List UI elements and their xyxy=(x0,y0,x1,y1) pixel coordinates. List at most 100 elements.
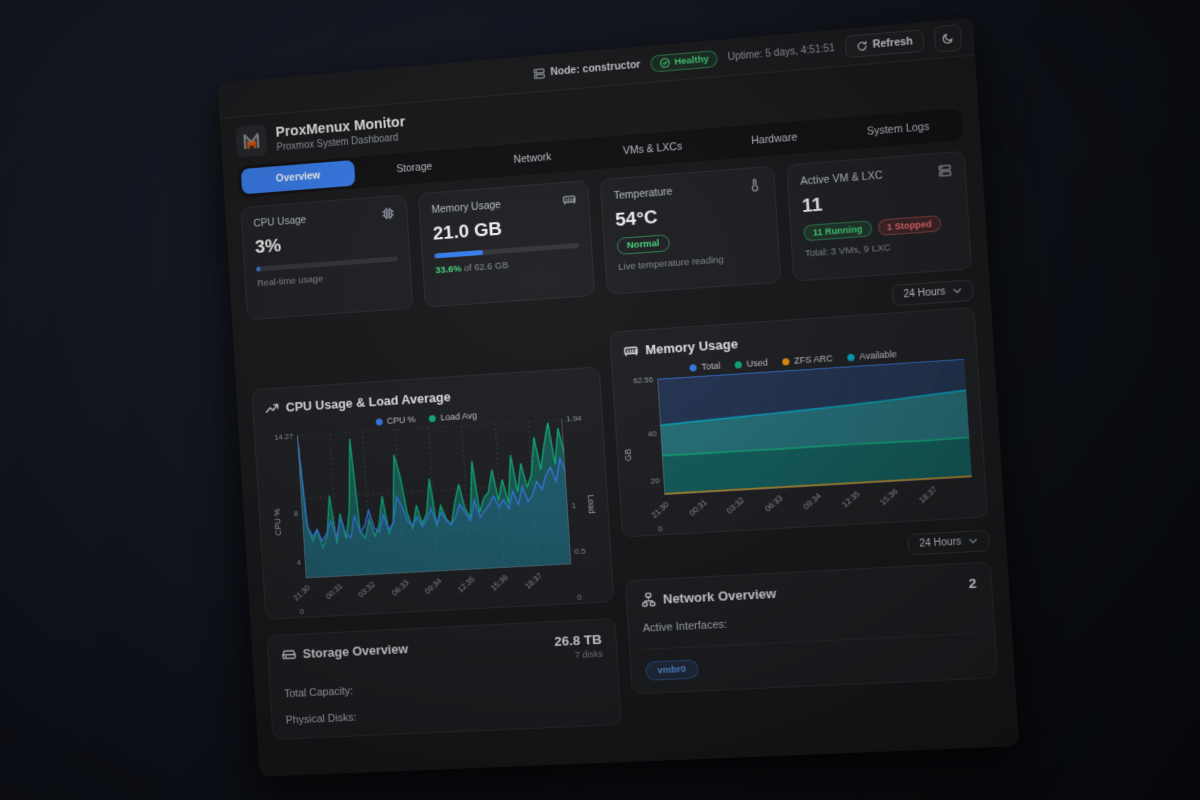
interface-badge-vmbr0[interactable]: vmbr0 xyxy=(644,659,699,681)
legend-item-used: Used xyxy=(734,357,768,369)
node-indicator: Node: constructor xyxy=(532,58,641,80)
info-row-active-interfaces-: Active Interfaces: xyxy=(642,618,728,635)
memory-card-label: Memory Usage xyxy=(431,198,502,217)
legend-item-total: Total xyxy=(689,361,721,373)
memory-chart-card: Memory Usage Total Used ZFS ARC Available G… xyxy=(609,306,988,538)
x-axis-tick: 03:32 xyxy=(357,579,378,600)
storage-overview-card: Storage Overview 26.8 TB 7 disks Total C… xyxy=(266,618,622,740)
tab-system-logs[interactable]: System Logs xyxy=(836,111,960,147)
cpu-icon xyxy=(381,206,395,221)
time-range-select-2[interactable]: 24 Hours xyxy=(907,529,991,556)
x-axis-tick: 12:35 xyxy=(456,574,477,595)
moon-icon xyxy=(941,32,954,45)
temperature-value: 54°C xyxy=(614,206,659,232)
cpu-chart-right-axis-label: Load xyxy=(586,494,598,515)
y-axis-tick: 40 xyxy=(647,428,657,439)
info-row-physical-disks-: Physical Disks: xyxy=(285,711,357,727)
legend-dot xyxy=(428,414,436,422)
active-vm-lxc-card: Active VM & LXC 11 11 Running 1 Stopped … xyxy=(786,150,973,282)
x-axis-tick: 00:31 xyxy=(324,581,345,602)
thermometer-icon xyxy=(747,178,762,193)
trending-up-icon xyxy=(264,400,279,416)
check-circle-icon xyxy=(659,57,671,69)
tab-hardware[interactable]: Hardware xyxy=(713,121,835,157)
legend-item-zfs-arc: ZFS ARC xyxy=(781,353,833,366)
legend-dot xyxy=(375,417,383,426)
vm-card-caption: Total: 3 VMs, 9 LXC xyxy=(804,242,892,260)
tab-overview[interactable]: Overview xyxy=(240,159,356,195)
legend-dot xyxy=(846,353,855,361)
y-axis-tick: 1 xyxy=(571,500,577,510)
legend-item-available: Available xyxy=(846,349,897,362)
temperature-status-badge: Normal xyxy=(616,234,670,256)
memory-chart-plot xyxy=(657,358,972,495)
x-axis-tick: 09:34 xyxy=(801,491,824,512)
tab-storage[interactable]: Storage xyxy=(356,150,473,185)
memory-card-caption: 33.6% of 62.6 GB xyxy=(434,260,509,277)
cpu-card-caption: Real-time usage xyxy=(256,273,324,290)
x-axis-tick: 15:36 xyxy=(489,572,511,593)
y-axis-tick: 0 xyxy=(576,592,582,602)
cpu-chart-title: CPU Usage & Load Average xyxy=(285,389,452,415)
cpu-load-chart-plot xyxy=(297,418,572,579)
temperature-card: Temperature 54°C Normal Live temperature… xyxy=(599,165,782,295)
theme-toggle-button[interactable] xyxy=(933,23,963,53)
x-axis-tick: 06:33 xyxy=(763,493,785,514)
tab-network[interactable]: Network xyxy=(473,141,592,176)
uptime-label: Uptime: 5 days, 4:51:51 xyxy=(727,42,836,63)
cpu-usage-card: CPU Usage 3% Real-time usage xyxy=(240,194,414,321)
x-axis-tick: 15:36 xyxy=(878,486,901,508)
refresh-button[interactable]: Refresh xyxy=(844,29,925,59)
storage-overview-title: Storage Overview xyxy=(302,641,409,662)
y-axis-tick: 8 xyxy=(293,508,299,518)
memory-progress-fill xyxy=(434,249,483,259)
x-axis-tick: 00:31 xyxy=(687,497,709,518)
cpu-progress-fill xyxy=(256,266,261,272)
network-overview-card: Network Overview 2 Active Interfaces: vm… xyxy=(624,561,999,695)
divider xyxy=(644,632,980,650)
time-range-select[interactable]: 24 Hours xyxy=(891,279,975,307)
legend-dot xyxy=(781,357,790,366)
vm-card-label: Active VM & LXC xyxy=(800,169,883,188)
temperature-card-label: Temperature xyxy=(613,185,673,203)
x-axis-tick: 18:37 xyxy=(917,484,940,506)
tab-vms-lxcs[interactable]: VMs & LXCs xyxy=(592,131,713,166)
x-axis-tick: 09:34 xyxy=(423,576,444,597)
dashboard-window: Node: constructor Healthy Uptime: 5 days… xyxy=(217,17,1020,777)
legend-dot xyxy=(689,363,697,372)
memory-chart-title: Memory Usage xyxy=(644,336,739,358)
storage-disks-value: 7 disks xyxy=(574,648,603,661)
cpu-card-label: CPU Usage xyxy=(253,213,307,230)
memory-usage-value: 21.0 GB xyxy=(432,218,503,245)
vm-stopped-badge: 1 Stopped xyxy=(877,215,942,236)
node-label: Node: constructor xyxy=(550,58,641,79)
vm-count-value: 11 xyxy=(801,194,824,218)
storage-total-value: 26.8 TB xyxy=(553,631,603,650)
vm-running-badge: 11 Running xyxy=(803,220,873,242)
y-axis-tick: 20 xyxy=(650,476,660,487)
network-icon xyxy=(641,592,657,608)
y-axis-tick: 0 xyxy=(299,607,305,617)
y-axis-tick: 0.5 xyxy=(574,546,586,556)
memory-icon xyxy=(623,343,639,359)
y-axis-tick: 4 xyxy=(296,557,302,567)
x-axis-tick: 06:33 xyxy=(390,578,411,598)
memory-usage-card: Memory Usage 21.0 GB 33.6% of 62.6 GB xyxy=(417,180,596,308)
network-overview-title: Network Overview xyxy=(662,585,777,607)
y-axis-tick: 62.56 xyxy=(633,375,654,386)
health-status-badge: Healthy xyxy=(649,49,719,73)
network-rows: Active Interfaces: xyxy=(642,606,978,635)
legend-dot xyxy=(734,360,742,369)
storage-rows: Total Capacity: Physical Disks: xyxy=(283,674,606,727)
x-axis-tick: 18:37 xyxy=(523,571,544,591)
network-interfaces-count: 2 xyxy=(968,575,977,592)
info-row-total-capacity-: Total Capacity: xyxy=(283,685,354,701)
memory-icon xyxy=(562,192,577,207)
temperature-card-caption: Live temperature reading xyxy=(617,254,725,273)
cpu-load-chart-card: CPU Usage & Load Average CPU % Load Avg C… xyxy=(251,366,615,620)
y-axis-tick: 14.27 xyxy=(273,431,294,442)
x-axis-tick: 12:35 xyxy=(840,489,862,510)
proxmenux-logo-icon xyxy=(235,123,268,158)
x-axis-tick: 03:32 xyxy=(725,495,747,516)
